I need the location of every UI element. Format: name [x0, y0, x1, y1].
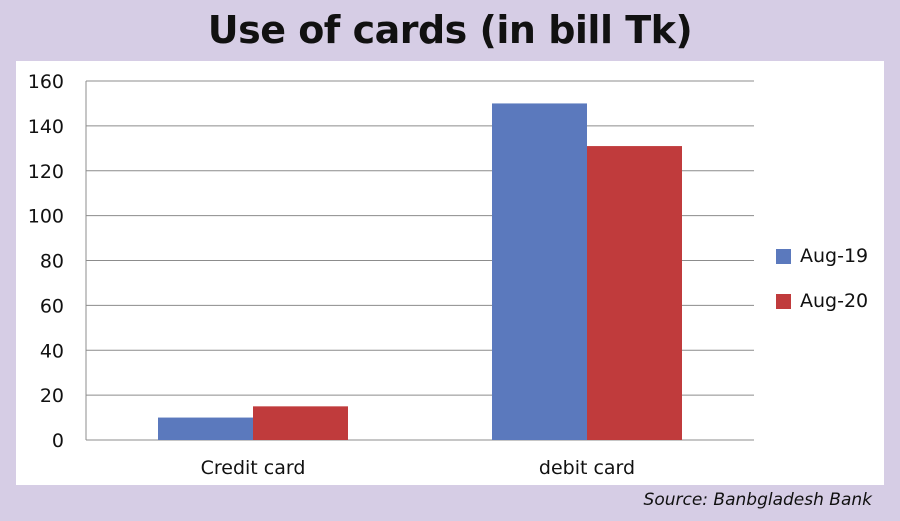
legend-swatch [776, 294, 791, 309]
bar-aug-20-debit-card [587, 146, 682, 440]
bar-aug-19-credit-card [158, 417, 253, 440]
bars [158, 103, 682, 440]
bar-aug-19-debit-card [492, 103, 587, 440]
bar-chart: 0 20 40 60 80 100 120 140 160 Credit card debit c… [28, 71, 868, 479]
chart-title: Use of cards (in bill Tk) [207, 8, 693, 52]
y-tick-label: 40 [40, 340, 64, 362]
source-note: Source: Banbgladesh Bank [643, 490, 872, 510]
x-tick-label: debit card [539, 457, 635, 479]
y-tick-label: 100 [28, 206, 64, 228]
y-tick-label: 20 [40, 385, 64, 407]
legend-label: Aug-19 [800, 245, 868, 267]
legend-label: Aug-20 [800, 290, 868, 312]
y-tick-label: 0 [52, 430, 64, 452]
x-tick-label: Credit card [201, 457, 306, 479]
y-tick-label: 120 [28, 161, 64, 183]
y-tick-label: 160 [28, 71, 64, 93]
y-tick-label: 140 [28, 116, 64, 138]
legend: Aug-19 Aug-20 [776, 245, 868, 312]
y-axis: 0 20 40 60 80 100 120 140 160 [28, 71, 87, 452]
bar-aug-20-credit-card [253, 406, 348, 440]
chart-panel: 0 20 40 60 80 100 120 140 160 Credit card debit c… [16, 61, 884, 485]
gridlines [86, 80, 754, 441]
y-tick-label: 60 [40, 295, 64, 317]
x-axis-labels: Credit card debit card [201, 457, 636, 479]
legend-swatch [776, 249, 791, 264]
y-tick-label: 80 [40, 251, 64, 273]
